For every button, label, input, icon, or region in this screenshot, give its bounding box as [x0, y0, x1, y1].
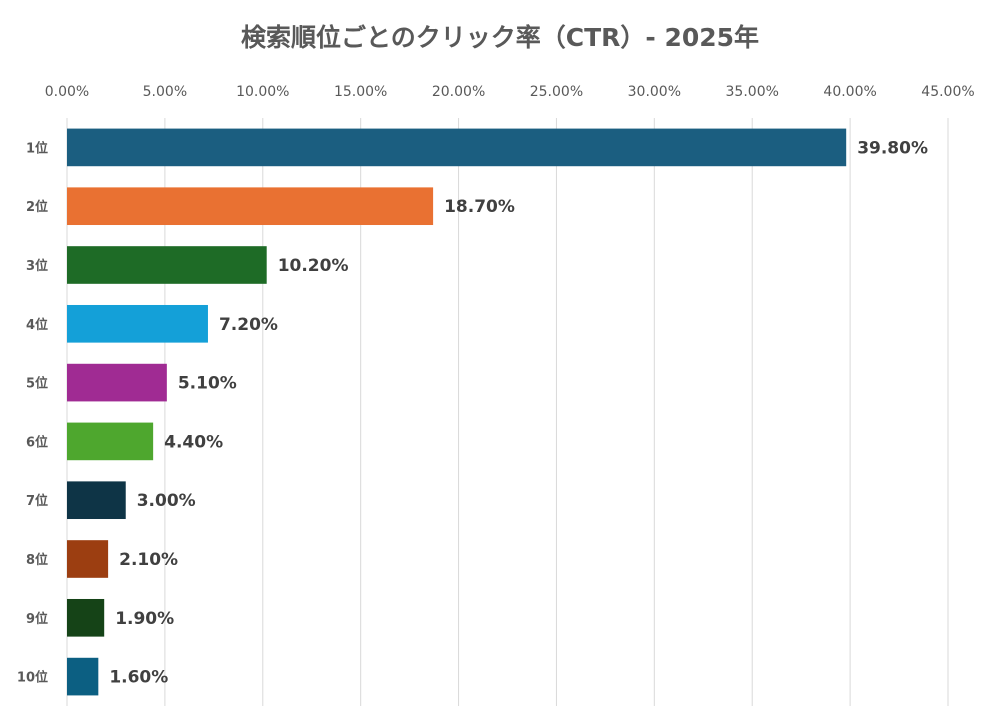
data-label: 7.20% — [219, 315, 278, 335]
chart-title: 検索順位ごとのクリック率（CTR）- 2025年 — [240, 23, 760, 52]
data-label: 10.20% — [278, 256, 349, 276]
category-label: 2位 — [26, 199, 48, 215]
data-label: 4.40% — [164, 432, 223, 452]
category-label: 10位 — [17, 670, 48, 686]
category-label: 1位 — [26, 140, 48, 156]
category-label: 7位 — [26, 493, 48, 509]
bar — [67, 363, 167, 402]
x-tick-label: 5.00% — [143, 84, 187, 100]
category-label: 8位 — [26, 552, 48, 568]
category-label: 6位 — [26, 434, 48, 450]
x-tick-label: 35.00% — [726, 84, 779, 100]
category-label: 3位 — [26, 258, 48, 274]
bar — [67, 481, 126, 520]
x-tick-label: 0.00% — [45, 84, 89, 100]
data-label: 3.00% — [137, 491, 196, 511]
x-tick-label: 20.00% — [432, 84, 485, 100]
category-label: 9位 — [26, 611, 48, 627]
bar — [67, 304, 208, 343]
x-tick-label: 40.00% — [823, 84, 876, 100]
x-tick-label: 30.00% — [628, 84, 681, 100]
category-label: 5位 — [26, 376, 48, 392]
bar — [67, 246, 267, 284]
bar — [67, 540, 109, 578]
data-label: 39.80% — [857, 138, 928, 158]
data-label: 5.10% — [178, 374, 237, 394]
x-tick-label: 15.00% — [334, 84, 387, 100]
data-label: 18.70% — [444, 197, 515, 217]
data-label: 1.90% — [115, 609, 174, 629]
data-label: 1.60% — [109, 668, 168, 688]
bar — [67, 128, 847, 167]
bar — [67, 187, 434, 226]
bar — [67, 598, 105, 637]
bar — [67, 422, 154, 461]
category-label: 4位 — [26, 317, 48, 333]
x-tick-label: 45.00% — [921, 84, 974, 100]
data-label: 2.10% — [119, 550, 178, 570]
x-tick-label: 10.00% — [236, 84, 289, 100]
x-tick-label: 25.00% — [530, 84, 583, 100]
bar — [67, 657, 99, 696]
